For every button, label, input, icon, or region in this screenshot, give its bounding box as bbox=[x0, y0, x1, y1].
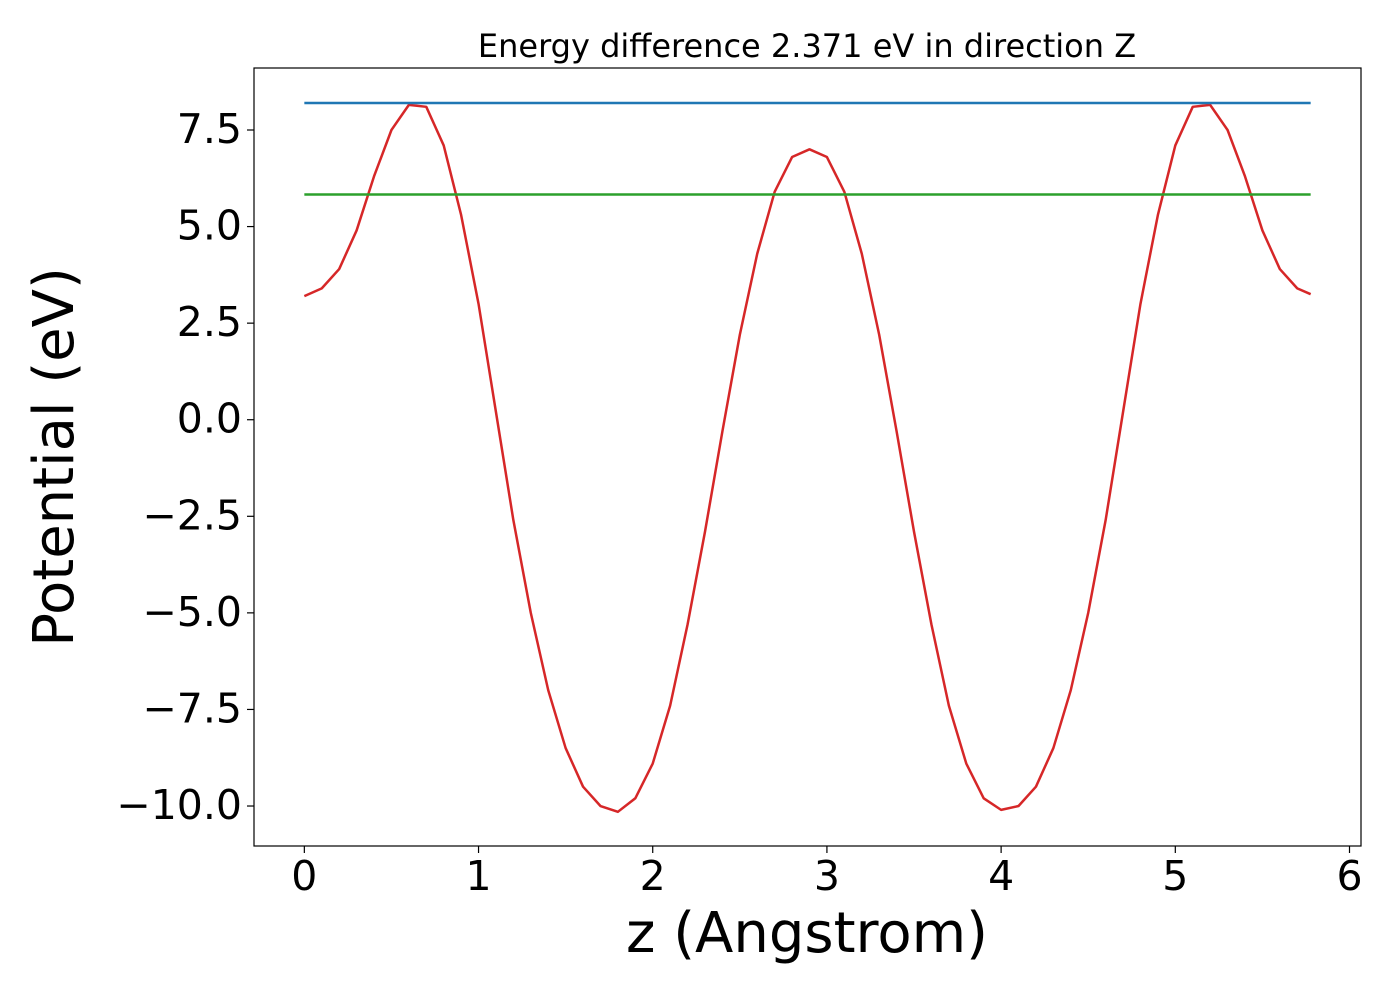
y-tick-label: 2.5 bbox=[177, 298, 242, 346]
y-tick-label: −7.5 bbox=[142, 684, 242, 732]
y-tick-label: 5.0 bbox=[177, 202, 242, 250]
x-tick-label: 5 bbox=[1162, 852, 1188, 900]
y-tick-label: −10.0 bbox=[116, 781, 242, 829]
series-line bbox=[303, 103, 1312, 814]
x-tick-label: 3 bbox=[814, 852, 840, 900]
y-tick-label: 0.0 bbox=[177, 395, 242, 443]
x-tick-label: 6 bbox=[1336, 852, 1362, 900]
y-tick-label: 7.5 bbox=[177, 105, 242, 153]
y-tick-label: −5.0 bbox=[142, 588, 242, 636]
chart-title: Energy difference 2.371 eV in direction … bbox=[478, 27, 1136, 65]
y-tick-label: −2.5 bbox=[142, 491, 242, 539]
y-axis-label: Potential (eV) bbox=[22, 267, 87, 647]
x-tick-label: 0 bbox=[291, 852, 317, 900]
plot-frame bbox=[253, 67, 1362, 847]
x-axis-label: z (Angstrom) bbox=[626, 901, 988, 966]
x-tick-label: 1 bbox=[465, 852, 491, 900]
x-tick-label: 4 bbox=[988, 852, 1014, 900]
x-tick-label: 2 bbox=[640, 852, 666, 900]
